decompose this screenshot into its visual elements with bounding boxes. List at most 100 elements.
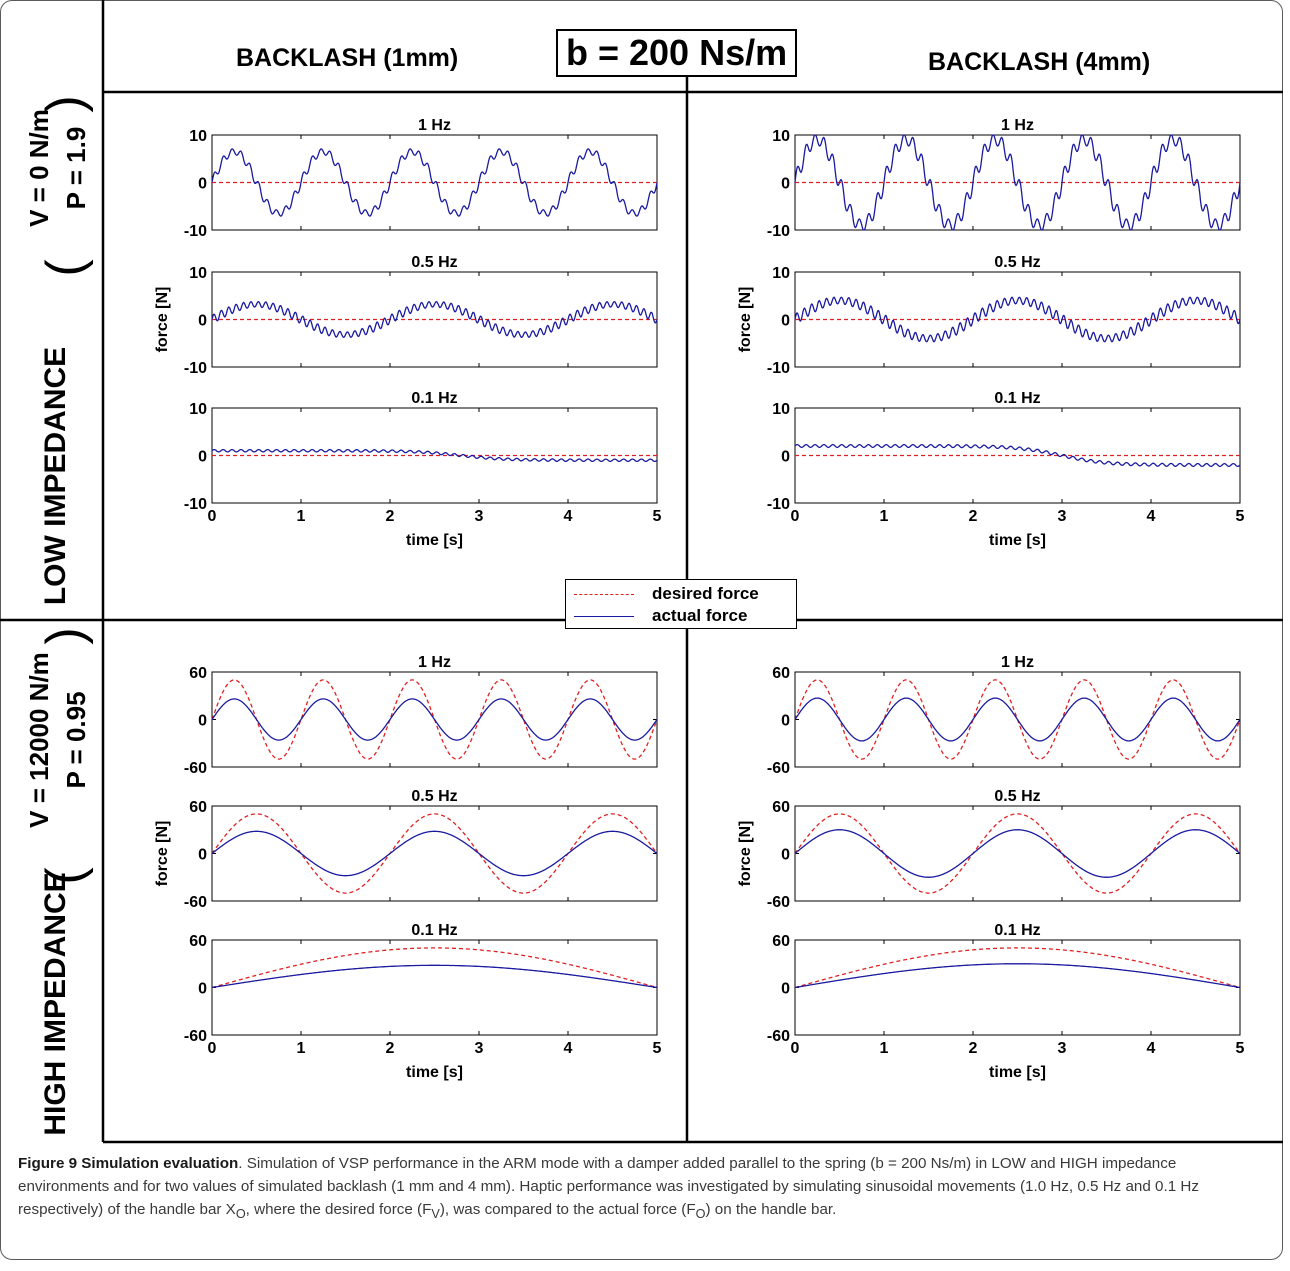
x-tick-label: 5: [653, 508, 662, 525]
y-axis-label: force [N]: [154, 821, 171, 887]
caption-title: Figure 9 Simulation evaluation: [18, 1155, 239, 1172]
y-tick-label: -60: [767, 894, 790, 911]
y-tick-label: 10: [189, 401, 207, 418]
x-tick-label: 0: [208, 1040, 217, 1057]
plot-area: [794, 939, 1241, 1036]
x-tick-label: 2: [969, 1040, 978, 1057]
x-tick-label: 1: [880, 508, 889, 525]
chart-4: 0.5 Hz 10 0 -10 force [N]: [737, 254, 1241, 377]
x-tick-label: 3: [1058, 508, 1067, 525]
plot-area: [794, 805, 1241, 902]
y-tick-label: 0: [198, 847, 207, 864]
y-tick-label: 10: [189, 265, 207, 282]
series-desired-force: [211, 813, 658, 894]
caption-text: . Simulation of VSP performance in the A…: [18, 1155, 1199, 1218]
x-axis-label: time [s]: [989, 1064, 1046, 1081]
row-bracket-high: (: [36, 867, 94, 885]
y-tick-label: -60: [184, 1028, 207, 1045]
series-actual-force: [794, 963, 1241, 989]
series-actual-force: [211, 964, 658, 989]
chart-title: 0.1 Hz: [411, 390, 457, 407]
row-param-low-p: P = 1.9: [61, 127, 91, 210]
plot-area: [211, 407, 658, 504]
y-tick-label: -10: [767, 360, 790, 377]
figure-caption: Figure 9 Simulation evaluation. Simulati…: [18, 1152, 1268, 1226]
caption-sub-o: O: [235, 1207, 246, 1222]
x-tick-label: 1: [880, 1040, 889, 1057]
y-tick-label: 0: [781, 313, 790, 330]
y-tick-label: -10: [184, 496, 207, 513]
series-desired-force: [794, 813, 1241, 894]
y-tick-label: 0: [781, 847, 790, 864]
y-tick-label: 60: [772, 933, 790, 950]
series-actual-force: [211, 148, 658, 217]
caption-text-2: , where the desired force (F: [245, 1201, 432, 1218]
chart-3: 1 Hz 10 0 -10: [767, 117, 1241, 240]
row-bracket-low: (: [36, 259, 94, 277]
y-tick-label: 60: [189, 665, 207, 682]
x-tick-label: 0: [791, 1040, 800, 1057]
chart-title: 0.5 Hz: [994, 788, 1040, 805]
y-tick-label: 0: [781, 449, 790, 466]
chart-title: 0.5 Hz: [411, 788, 457, 805]
column-header-right: BACKLASH (4mm): [928, 48, 1151, 76]
legend-swatch-actual: [574, 615, 634, 617]
y-tick-label: 0: [781, 176, 790, 193]
x-tick-label: 0: [208, 508, 217, 525]
x-axis-label: time [s]: [406, 1064, 463, 1081]
x-tick-label: 4: [1147, 508, 1156, 525]
y-tick-label: 60: [189, 799, 207, 816]
y-tick-label: 10: [772, 128, 790, 145]
legend-swatch-desired: [574, 593, 634, 595]
row-label-low: LOW IMPEDANCE: [39, 347, 72, 605]
y-axis-label: force [N]: [737, 821, 754, 887]
y-tick-label: 0: [198, 713, 207, 730]
chart-title: 0.5 Hz: [411, 254, 457, 271]
x-axis-label: time [s]: [406, 532, 463, 549]
y-tick-label: 0: [198, 176, 207, 193]
x-tick-label: 3: [1058, 1040, 1067, 1057]
y-tick-label: -10: [184, 223, 207, 240]
legend-item-desired: desired force: [574, 583, 759, 605]
row-param-high-v: V = 12000 N/m: [24, 652, 54, 828]
series-actual-force: [211, 300, 658, 339]
x-tick-label: 0: [791, 508, 800, 525]
plot-area: [211, 271, 658, 368]
series-actual-force: [794, 697, 1241, 742]
series-actual-force: [211, 448, 658, 463]
x-tick-label: 2: [386, 508, 395, 525]
y-tick-label: 10: [772, 265, 790, 282]
chart-1: 0.5 Hz 10 0 -10 force [N]: [154, 254, 658, 377]
y-tick-label: -10: [767, 496, 790, 513]
legend-label-actual: actual force: [652, 606, 748, 625]
plot-area: [211, 939, 658, 1036]
plot-area: [211, 805, 658, 902]
damping-value-box: b = 200 Ns/m: [556, 29, 798, 77]
y-tick-label: 10: [189, 128, 207, 145]
x-tick-label: 2: [969, 508, 978, 525]
x-tick-label: 1: [297, 1040, 306, 1057]
chart-title: 0.1 Hz: [411, 922, 457, 939]
legend-label-desired: desired force: [652, 584, 759, 603]
x-tick-label: 5: [653, 1040, 662, 1057]
y-tick-label: -60: [767, 760, 790, 777]
chart-title: 1 Hz: [418, 117, 451, 134]
chart-10: 0.5 Hz 60 0 -60 force [N]: [737, 788, 1241, 911]
x-tick-label: 3: [475, 1040, 484, 1057]
caption-sub-v: V: [431, 1207, 440, 1222]
y-tick-label: 60: [772, 799, 790, 816]
y-axis-label: force [N]: [154, 287, 171, 353]
row-param-high-p: P = 0.95: [61, 691, 91, 788]
series-actual-force: [794, 829, 1241, 878]
y-tick-label: -60: [184, 760, 207, 777]
row-bracket-high-close: ): [36, 627, 94, 644]
series-actual-force: [211, 830, 658, 877]
legend: desired force actual force: [565, 579, 797, 629]
caption-sub-o2: O: [695, 1207, 706, 1222]
y-tick-label: -10: [767, 223, 790, 240]
x-tick-label: 5: [1236, 508, 1245, 525]
row-bracket-low-close: ): [36, 95, 94, 112]
series-desired-force: [794, 947, 1241, 989]
